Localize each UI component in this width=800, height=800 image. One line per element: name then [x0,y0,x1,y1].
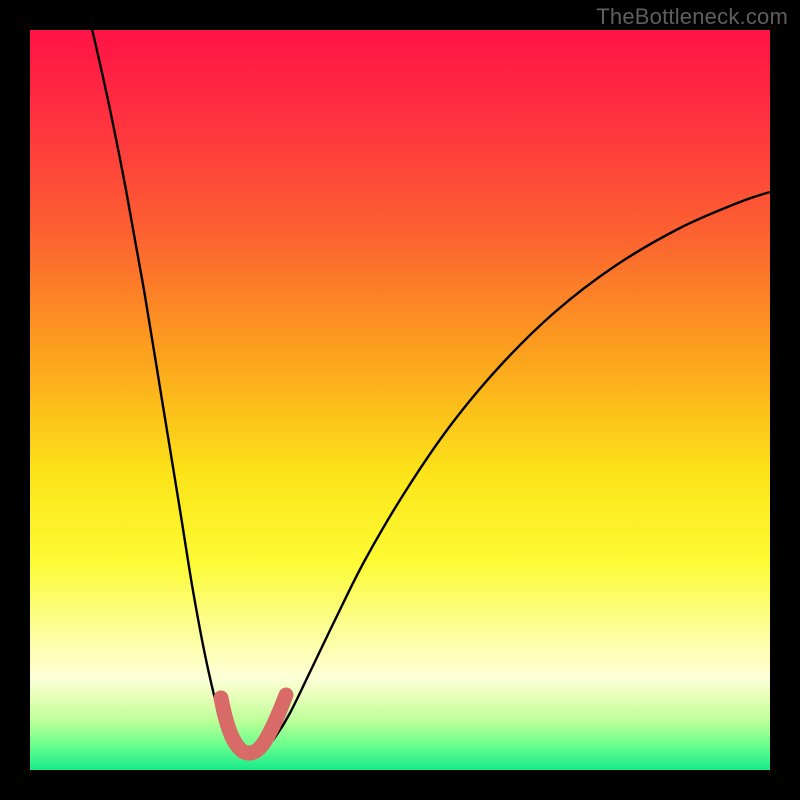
curve-right-branch [248,192,770,758]
fit-marker [221,695,286,753]
plot-area [30,30,770,770]
curve-layer [30,30,770,770]
chart-frame: TheBottleneck.com [0,0,800,800]
watermark-text: TheBottleneck.com [596,4,788,30]
curve-left-branch [90,20,248,758]
